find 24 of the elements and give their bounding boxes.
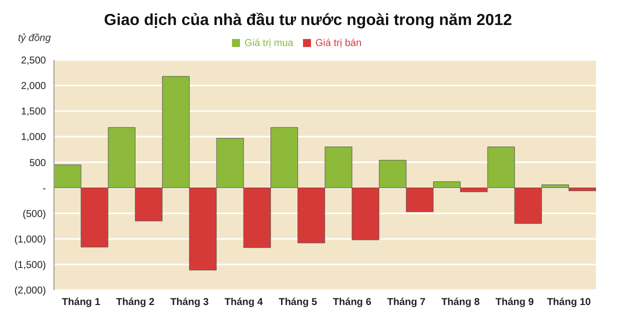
y-tick-label: - <box>42 183 46 194</box>
x-tick-label: Tháng 9 <box>496 297 534 308</box>
chart-title: Giao dịch của nhà đầu tư nước ngoài trong năm 2012 <box>103 12 513 30</box>
y-tick-label: (500) <box>22 208 46 220</box>
x-tick-label: Tháng 8 <box>441 297 480 308</box>
x-tick-label: Tháng 4 <box>224 297 264 308</box>
y-tick-label: 2,500 <box>20 56 46 67</box>
legend-label: Giá trị mua <box>244 38 294 49</box>
legend-label: Giá trị bán <box>315 38 362 49</box>
y-tick-label: 500 <box>29 158 46 169</box>
x-tick-label: Tháng 3 <box>170 297 210 308</box>
x-tick-label: Tháng 7 <box>387 297 426 308</box>
y-axis-title: tỷ đồng <box>18 33 51 44</box>
y-tick-label: (2,000) <box>14 286 46 297</box>
y-tick-label: (1,000) <box>14 234 46 246</box>
x-tick-label: Tháng 6 <box>332 297 372 308</box>
y-tick-label: 1,500 <box>20 106 46 118</box>
y-tick-label: 2,000 <box>20 81 46 92</box>
y-tick-label: (1,500) <box>14 260 46 271</box>
x-tick-label: Tháng 5 <box>278 297 318 308</box>
x-tick-label: Tháng 1 <box>62 297 101 308</box>
x-tick-label: Tháng 10 <box>546 297 592 308</box>
x-tick-label: Tháng 2 <box>116 297 155 308</box>
y-tick-label: 1,000 <box>20 132 46 144</box>
